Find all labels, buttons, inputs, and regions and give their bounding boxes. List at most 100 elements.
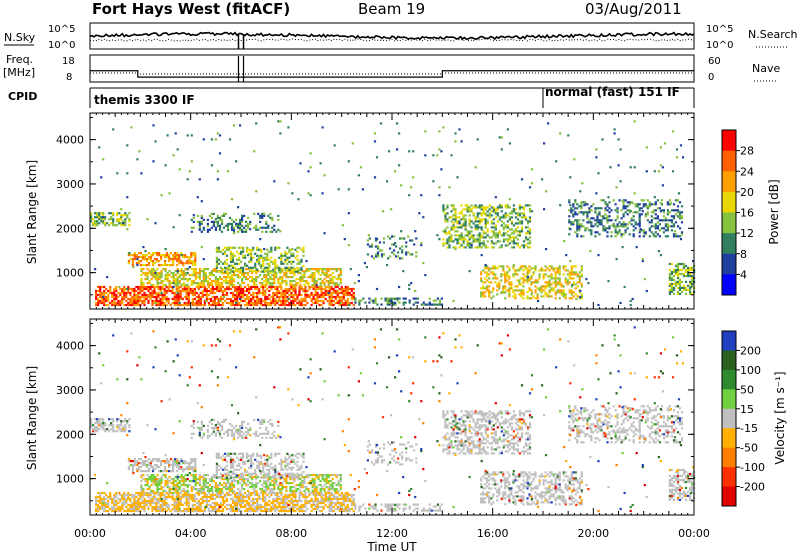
velocity-scatter-cell [112, 420, 115, 423]
power-scatter-cell [590, 221, 593, 224]
power-scatter-cell [276, 291, 279, 295]
power-scatter-cell [186, 278, 189, 281]
power-scatter-cell [149, 285, 152, 289]
power-scatter-cell [536, 287, 539, 290]
power-scatter-cell [294, 303, 297, 307]
power-scatter-cell [518, 234, 521, 237]
power-scatter-cell [273, 228, 276, 231]
power-scatter-cell [675, 264, 679, 267]
power-scatter-cell [273, 282, 276, 285]
power-scatter-cell [528, 216, 532, 219]
power-scatter-cell [600, 221, 603, 224]
power-scatter-cell [115, 301, 118, 305]
power-scatter-cell [682, 288, 686, 291]
power-scatter-cell [277, 282, 280, 285]
power-scatter-cell [240, 291, 243, 295]
beam-title: Beam 19 [358, 0, 425, 18]
power-scatter-cell [221, 289, 225, 293]
velocity-scatter-cell [191, 493, 194, 497]
power-scatter-cell [331, 282, 334, 285]
power-scatter-cell [249, 228, 252, 231]
velocity-scatter-cell [147, 464, 151, 467]
power-scatter-cell [448, 230, 451, 233]
power-scatter-cell [158, 252, 161, 255]
power-scatter-cell [328, 293, 331, 297]
velocity-scatter-cell [277, 420, 280, 423]
power-scatter-cell [512, 236, 515, 239]
power-scatter-cell [235, 224, 238, 227]
power-scatter-cell [258, 291, 261, 295]
power-scatter-cell [576, 219, 579, 222]
power-scatter-cell [327, 280, 330, 283]
power-scatter-cell [300, 303, 303, 307]
power-scatter-cell [168, 280, 171, 283]
power-scatter-cell [207, 285, 210, 289]
power-scatter-cell [572, 221, 575, 224]
power-scatter-cell [570, 209, 573, 212]
velocity-scatter-cell [192, 426, 195, 429]
power-scatter-cell [172, 258, 175, 261]
power-scatter-cell [253, 270, 256, 273]
power-scatter-cell [264, 256, 267, 259]
velocity-scatter-cell [143, 505, 146, 509]
power-scatter-cell [616, 223, 619, 226]
power-scatter-cell [202, 218, 205, 221]
velocity-scatter-cell [177, 509, 180, 513]
velocity-scatter-cell [196, 426, 199, 429]
power-scatter-cell [678, 211, 682, 214]
power-scatter-cell [646, 205, 649, 208]
power-scatter-cell [482, 206, 485, 209]
power-scatter-cell [102, 220, 105, 223]
power-scatter-cell [236, 262, 239, 265]
power-scatter-cell [351, 142, 354, 145]
velocity-scatter-cell [147, 462, 151, 465]
power-scatter-cell [178, 301, 181, 305]
power-scatter-cell [598, 213, 601, 216]
power-scatter-cell [230, 218, 234, 221]
power-scatter-cell [168, 260, 171, 263]
power-scatter-cell [99, 299, 102, 303]
power-scatter-cell [96, 222, 99, 225]
power-scatter-cell [546, 275, 549, 278]
power-scatter-cell [526, 238, 530, 241]
power-scatter-cell [277, 218, 280, 221]
power-scatter-cell [246, 264, 249, 267]
power-scatter-cell [216, 132, 219, 135]
power-scatter-cell [574, 231, 577, 234]
power-scatter-cell [594, 209, 597, 212]
power-scatter-cell [96, 214, 99, 217]
power-scatter-cell [126, 214, 129, 217]
power-scatter-cell [329, 278, 332, 281]
power-scatter-cell [346, 299, 349, 303]
power-scatter-cell [190, 282, 193, 285]
power-scatter-cell [430, 303, 433, 306]
velocity-scatter-cell [129, 499, 132, 503]
power-scatter-cell [488, 295, 491, 298]
power-scatter-cell [656, 225, 659, 228]
power-scatter-cell [645, 170, 648, 173]
power-scatter-cell [264, 299, 267, 303]
power-scatter-cell [256, 303, 259, 307]
velocity-scatter-cell [103, 509, 106, 513]
velocity-scatter-cell [205, 503, 208, 507]
velocity-scatter-cell [216, 422, 219, 425]
power-scatter-cell [178, 214, 181, 217]
power-scatter-cell [450, 154, 453, 157]
power-scatter-cell [302, 303, 305, 307]
power-scatter-cell [199, 299, 202, 303]
velocity-scatter-cell [123, 509, 126, 513]
power-scatter-cell [438, 186, 441, 189]
power-scatter-cell [294, 285, 297, 289]
power-scatter-cell [105, 291, 108, 295]
power-scatter-cell [574, 199, 577, 202]
power-scatter-cell [236, 285, 239, 289]
nave-right-tick-high: 60 [708, 56, 721, 67]
power-scatter-cell [538, 289, 541, 292]
power-scatter-cell [484, 222, 487, 225]
power-scatter-cell [133, 258, 136, 261]
power-scatter-cell [476, 228, 479, 231]
power-scatter-cell [674, 282, 678, 285]
power-scatter-cell [123, 285, 126, 289]
power-scatter-cell [358, 301, 361, 304]
velocity-scatter-cell [147, 499, 150, 503]
